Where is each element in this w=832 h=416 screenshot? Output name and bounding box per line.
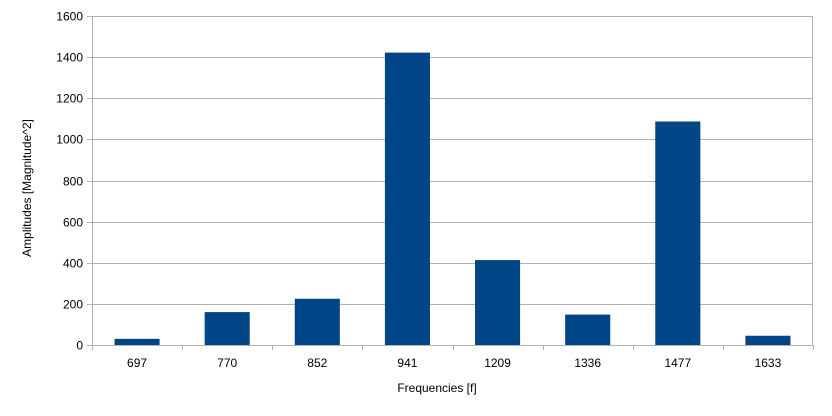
y-tick-label: 1200 xyxy=(56,92,83,106)
x-tick-label: 1477 xyxy=(664,356,691,370)
y-tick-label: 0 xyxy=(76,339,83,353)
y-tick-label: 1600 xyxy=(56,10,83,24)
bars xyxy=(114,52,791,345)
bar-1209 xyxy=(475,260,521,345)
y-tick-label: 800 xyxy=(63,175,83,189)
x-tick-label: 941 xyxy=(397,356,417,370)
y-axis-title: Amplitudes [Magnitude^2] xyxy=(20,119,34,257)
y-tick-label: 1000 xyxy=(56,133,83,147)
y-tick-label: 1400 xyxy=(56,51,83,65)
bar-1477 xyxy=(655,121,701,345)
x-tick-label: 1633 xyxy=(755,356,782,370)
bar-770 xyxy=(204,312,250,345)
x-tick-label: 1209 xyxy=(484,356,511,370)
x-tick-labels: 697 770 852 941 1209 1336 1477 1633 xyxy=(127,356,782,370)
bar-1633 xyxy=(745,335,791,345)
x-tick-label: 852 xyxy=(307,356,327,370)
y-tick-label: 200 xyxy=(63,298,83,312)
y-tick-label: 400 xyxy=(63,257,83,271)
grid-lines xyxy=(92,16,813,346)
x-tick-label: 770 xyxy=(217,356,237,370)
x-tick-label: 697 xyxy=(127,356,147,370)
x-axis-title: Frequencies [f] xyxy=(397,381,476,395)
axes xyxy=(87,16,814,350)
bar-852 xyxy=(294,298,340,345)
bar-941 xyxy=(384,52,430,345)
y-tick-label: 600 xyxy=(63,216,83,230)
y-tick-labels: 0 200 400 600 800 1000 1200 1400 1600 xyxy=(56,10,83,353)
bar-1336 xyxy=(565,314,611,345)
bar-697 xyxy=(114,338,160,345)
x-tick-label: 1336 xyxy=(574,356,601,370)
